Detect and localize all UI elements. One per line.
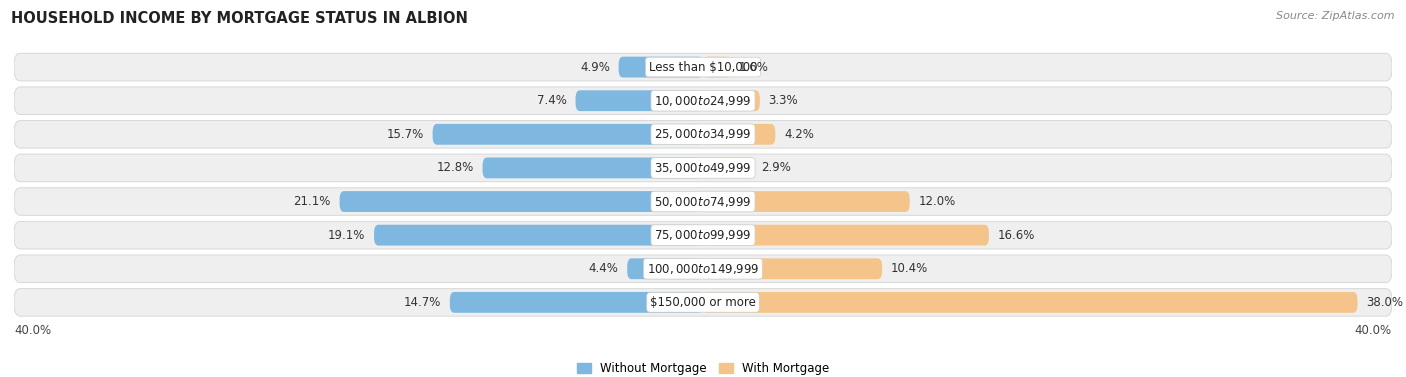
FancyBboxPatch shape <box>14 121 1392 148</box>
FancyBboxPatch shape <box>703 292 1358 313</box>
FancyBboxPatch shape <box>14 87 1392 115</box>
FancyBboxPatch shape <box>14 221 1392 249</box>
FancyBboxPatch shape <box>703 90 759 111</box>
Text: $25,000 to $34,999: $25,000 to $34,999 <box>654 127 752 141</box>
FancyBboxPatch shape <box>14 188 1392 215</box>
FancyBboxPatch shape <box>703 191 910 212</box>
Text: 38.0%: 38.0% <box>1367 296 1403 309</box>
FancyBboxPatch shape <box>575 90 703 111</box>
Text: 14.7%: 14.7% <box>404 296 441 309</box>
FancyBboxPatch shape <box>14 288 1392 316</box>
FancyBboxPatch shape <box>703 57 731 78</box>
FancyBboxPatch shape <box>450 292 703 313</box>
Text: 12.0%: 12.0% <box>918 195 956 208</box>
Text: $35,000 to $49,999: $35,000 to $49,999 <box>654 161 752 175</box>
FancyBboxPatch shape <box>14 255 1392 282</box>
Text: 12.8%: 12.8% <box>437 161 474 175</box>
Text: 4.4%: 4.4% <box>589 262 619 275</box>
Text: 40.0%: 40.0% <box>1355 323 1392 337</box>
FancyBboxPatch shape <box>14 53 1392 81</box>
FancyBboxPatch shape <box>374 225 703 245</box>
FancyBboxPatch shape <box>482 158 703 178</box>
Text: $100,000 to $149,999: $100,000 to $149,999 <box>647 262 759 276</box>
Text: 10.4%: 10.4% <box>891 262 928 275</box>
Text: Less than $10,000: Less than $10,000 <box>648 61 758 74</box>
Text: 15.7%: 15.7% <box>387 128 425 141</box>
FancyBboxPatch shape <box>619 57 703 78</box>
Text: 4.9%: 4.9% <box>581 61 610 74</box>
Text: 2.9%: 2.9% <box>762 161 792 175</box>
Text: 3.3%: 3.3% <box>769 94 799 107</box>
FancyBboxPatch shape <box>703 124 775 145</box>
FancyBboxPatch shape <box>14 154 1392 182</box>
Text: 1.6%: 1.6% <box>740 61 769 74</box>
FancyBboxPatch shape <box>703 158 754 178</box>
FancyBboxPatch shape <box>703 225 988 245</box>
Text: 16.6%: 16.6% <box>997 228 1035 242</box>
Text: Source: ZipAtlas.com: Source: ZipAtlas.com <box>1277 11 1395 21</box>
Text: $10,000 to $24,999: $10,000 to $24,999 <box>654 94 752 108</box>
Text: 4.2%: 4.2% <box>785 128 814 141</box>
Text: $50,000 to $74,999: $50,000 to $74,999 <box>654 195 752 208</box>
Text: $75,000 to $99,999: $75,000 to $99,999 <box>654 228 752 242</box>
FancyBboxPatch shape <box>627 258 703 279</box>
Text: HOUSEHOLD INCOME BY MORTGAGE STATUS IN ALBION: HOUSEHOLD INCOME BY MORTGAGE STATUS IN A… <box>11 11 468 26</box>
Legend: Without Mortgage, With Mortgage: Without Mortgage, With Mortgage <box>572 357 834 377</box>
Text: 40.0%: 40.0% <box>14 323 51 337</box>
Text: 21.1%: 21.1% <box>294 195 330 208</box>
Text: 19.1%: 19.1% <box>328 228 366 242</box>
FancyBboxPatch shape <box>433 124 703 145</box>
Text: 7.4%: 7.4% <box>537 94 567 107</box>
Text: $150,000 or more: $150,000 or more <box>650 296 756 309</box>
FancyBboxPatch shape <box>340 191 703 212</box>
FancyBboxPatch shape <box>703 258 882 279</box>
